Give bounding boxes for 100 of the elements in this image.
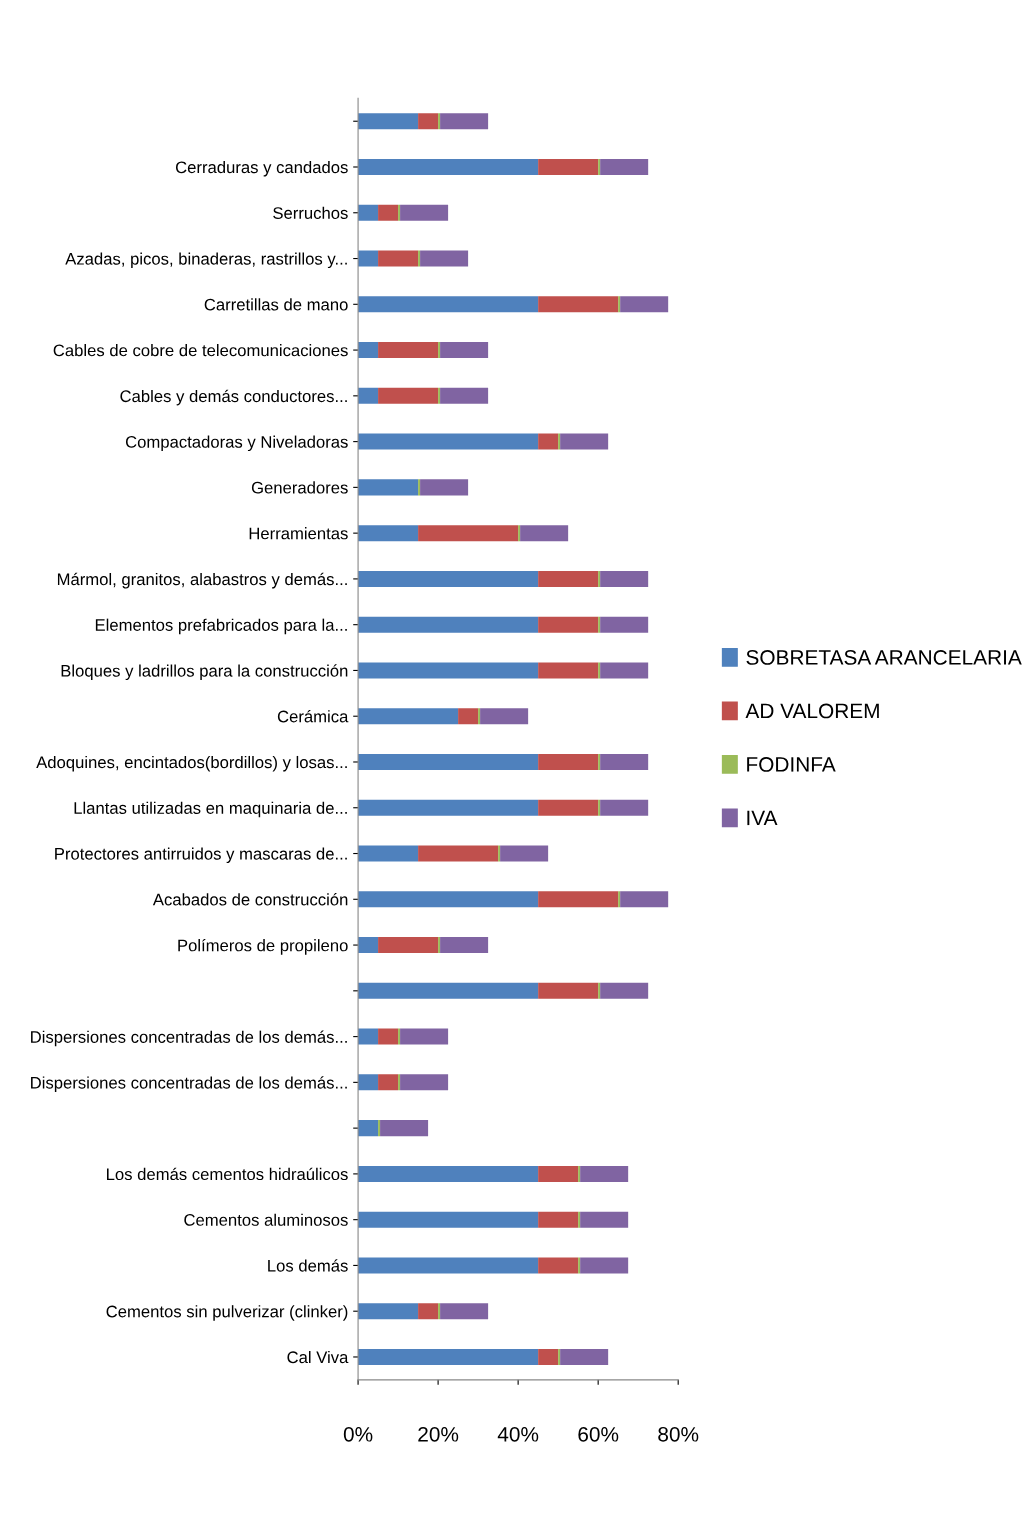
bar	[358, 204, 379, 221]
bar	[598, 982, 601, 999]
bar	[578, 1257, 581, 1274]
bar	[538, 1257, 579, 1274]
bar	[358, 113, 419, 130]
bar	[358, 387, 379, 404]
bar	[378, 937, 439, 954]
bar	[358, 250, 379, 267]
bar	[418, 525, 519, 542]
bar	[538, 1348, 559, 1365]
bar	[418, 113, 439, 130]
bar	[600, 662, 649, 679]
bar	[500, 845, 549, 862]
bar	[558, 1348, 561, 1365]
bar	[358, 891, 539, 908]
bar	[538, 1165, 579, 1182]
bar	[358, 708, 459, 725]
y-tick-label: Cables y demás conductores...	[120, 389, 347, 406]
bar	[538, 296, 619, 313]
bar	[558, 433, 561, 450]
bar	[398, 1074, 401, 1091]
legend-label: SOBRETASA ARANCELARIA	[746, 650, 1022, 665]
bar	[440, 342, 489, 359]
bar	[478, 708, 481, 725]
y-tick-label: Cal Viva	[287, 1350, 349, 1364]
bar	[538, 158, 599, 176]
y-tick-label: Herramientas	[249, 527, 348, 540]
y-tick-label: Mármol, granitos, alabastros y demás...	[57, 572, 347, 589]
y-tick-label: Acabados de construcción	[152, 893, 348, 906]
y-tick-label: Adoquines, encintados(bordillos) y losas...	[36, 755, 347, 772]
y-tick-label: Serruchos	[273, 206, 348, 219]
bar	[580, 1257, 629, 1274]
bar	[358, 616, 539, 633]
bar	[420, 479, 469, 496]
bar	[358, 799, 539, 816]
bar	[358, 1028, 379, 1045]
bar	[358, 158, 539, 176]
bar	[358, 753, 539, 770]
y-tick-label: Dispersiones concentradas de los demás...	[31, 1030, 347, 1047]
bar	[580, 1165, 629, 1182]
bar	[420, 250, 469, 267]
bar	[618, 891, 621, 908]
bar	[378, 387, 439, 404]
bar	[438, 387, 441, 404]
bar	[618, 296, 621, 313]
bar	[538, 616, 599, 633]
y-tick-label: Protectores antirruidos y mascaras de...	[55, 847, 347, 864]
bar	[458, 708, 479, 725]
bar	[358, 1257, 539, 1274]
y-tick-label: Compactadoras y Niveladoras	[125, 435, 348, 452]
y-tick-label: Elementos prefabricados para la...	[95, 618, 347, 635]
bar	[538, 799, 599, 816]
bar	[598, 753, 601, 770]
y-tick-label: Cerámica	[277, 709, 349, 723]
bar	[438, 937, 441, 954]
bar	[538, 891, 619, 908]
bar	[398, 1028, 401, 1045]
bar	[378, 1074, 399, 1091]
y-tick-label: Cementos aluminosos	[184, 1213, 348, 1226]
bar	[598, 662, 601, 679]
bar	[398, 204, 401, 221]
bar	[440, 1303, 489, 1320]
bar	[358, 525, 419, 542]
bar	[440, 937, 489, 954]
bar	[560, 433, 609, 450]
y-tick-label: Los demás cementos hidraúlicos	[107, 1167, 348, 1181]
y-tick-label: Cables de cobre de telecomunicaciones	[53, 344, 348, 357]
bar	[598, 158, 601, 176]
y-tick-label: Azadas, picos, binaderas, rastrillos y...	[65, 252, 347, 269]
bar	[358, 1303, 419, 1320]
bar	[358, 296, 539, 313]
bar	[578, 1165, 581, 1182]
bar	[358, 937, 379, 954]
bar	[538, 433, 559, 450]
bar	[358, 845, 419, 862]
legend-label: IVA	[747, 810, 778, 826]
bar	[378, 1028, 399, 1045]
bar	[378, 250, 419, 267]
bar	[438, 342, 441, 359]
legend-label: AD VALOREM	[745, 703, 879, 719]
bar	[598, 799, 601, 816]
bar	[358, 1074, 379, 1091]
y-tick-label: Cerraduras y candados	[175, 160, 348, 177]
bar	[600, 799, 649, 816]
x-tick-label: 0%	[343, 1426, 373, 1442]
bar	[358, 1120, 379, 1137]
y-tick-label: Generadores	[251, 481, 348, 494]
bar	[440, 113, 489, 130]
bar	[358, 1348, 539, 1365]
bar	[600, 753, 649, 770]
bar	[518, 525, 521, 542]
bar	[600, 616, 649, 633]
bar	[480, 708, 529, 725]
bar	[358, 342, 379, 359]
bar	[498, 845, 501, 862]
x-tick-label: 60%	[578, 1426, 619, 1442]
bar	[378, 1120, 381, 1137]
bar	[598, 616, 601, 633]
bar	[538, 982, 599, 999]
y-tick-label: Los demás	[268, 1259, 348, 1272]
